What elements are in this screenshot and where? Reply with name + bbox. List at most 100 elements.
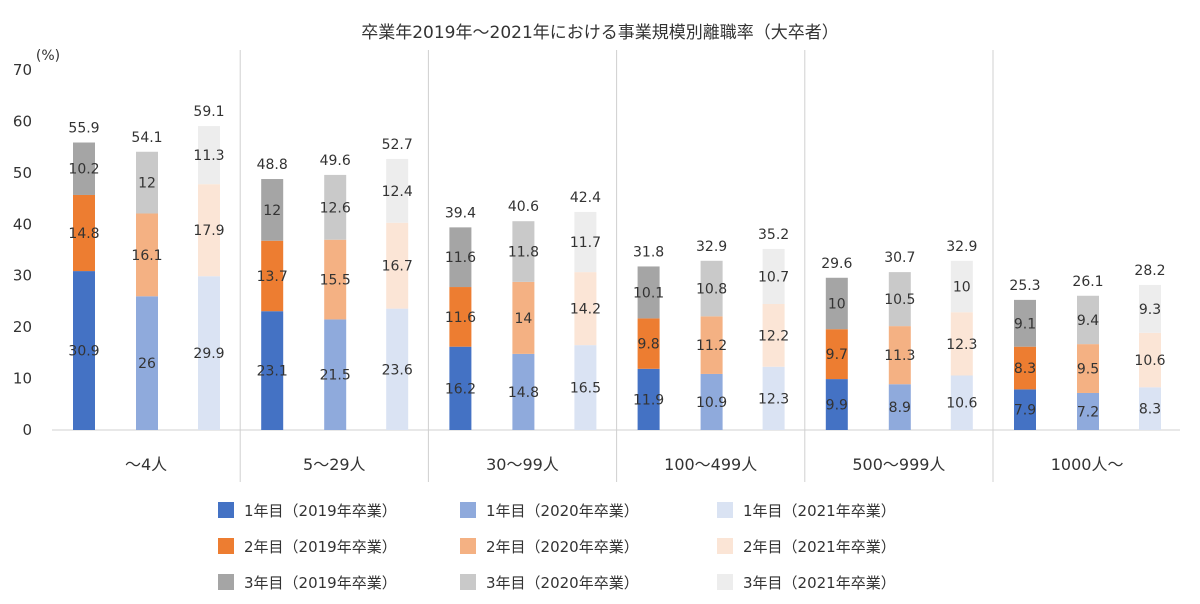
bar-segment — [198, 184, 220, 277]
data-label: 9.8 — [637, 337, 659, 353]
data-label: 14.8 — [508, 385, 539, 401]
data-label: 7.2 — [1077, 404, 1099, 420]
data-label: 11.3 — [884, 348, 915, 364]
data-label: 12.2 — [758, 328, 789, 344]
legend-swatch — [218, 538, 234, 554]
data-label: 9.3 — [1139, 302, 1161, 318]
bar-segment — [950, 312, 973, 376]
bar-segment — [261, 179, 284, 241]
data-label: 11.8 — [508, 245, 539, 261]
data-label: 14.2 — [570, 302, 601, 318]
data-label: 23.1 — [257, 364, 288, 380]
category-label: 1000人～ — [1051, 455, 1124, 474]
data-label: 17.9 — [193, 223, 224, 239]
bar-segment — [574, 211, 597, 273]
bar-segment — [324, 319, 347, 430]
total-label: 59.1 — [193, 104, 224, 120]
bar-segment — [1014, 389, 1036, 430]
data-label: 23.6 — [382, 362, 413, 378]
data-label: 12.3 — [946, 337, 977, 353]
bar-segment — [1077, 392, 1099, 430]
bar-segment — [950, 260, 973, 313]
data-label: 9.4 — [1077, 313, 1099, 329]
data-label: 9.5 — [1077, 362, 1099, 378]
data-label: 8.3 — [1139, 402, 1161, 418]
data-label: 16.1 — [131, 248, 162, 264]
y-tick-label: 40 — [13, 215, 32, 233]
data-label: 14.8 — [68, 226, 99, 242]
legend-swatch — [460, 538, 476, 554]
bar-segment — [637, 318, 660, 369]
total-label: 52.7 — [382, 137, 413, 153]
data-label: 12 — [263, 203, 281, 219]
data-label: 12.4 — [382, 184, 413, 200]
bar-segment — [261, 311, 284, 430]
legend-swatch — [218, 574, 234, 590]
total-label: 25.3 — [1009, 278, 1040, 294]
data-label: 15.5 — [320, 273, 351, 289]
y-tick-label: 60 — [13, 112, 32, 130]
data-label: 29.9 — [193, 346, 224, 362]
bar-segment — [762, 304, 785, 367]
total-label: 30.7 — [884, 250, 915, 266]
bar-segment — [825, 379, 848, 430]
bar-segment — [1077, 344, 1099, 393]
data-label: 9.1 — [1014, 316, 1036, 332]
total-label: 55.9 — [68, 121, 99, 137]
bar-segment — [1014, 346, 1036, 390]
category-label: 30～99人 — [486, 455, 559, 474]
bar-segment — [198, 126, 220, 185]
bar-segment — [449, 227, 472, 288]
data-label: 16.5 — [570, 381, 601, 397]
data-label: 10 — [953, 280, 971, 296]
bar-segment — [73, 142, 95, 195]
total-label: 32.9 — [946, 239, 977, 255]
bar-segment — [198, 276, 220, 430]
data-label: 14 — [514, 311, 532, 327]
data-label: 13.7 — [257, 269, 288, 285]
bar-segment — [1077, 295, 1099, 345]
legend-label: 2年目（2020年卒業） — [486, 538, 639, 556]
total-label: 26.1 — [1072, 274, 1103, 290]
y-tick-label: 30 — [13, 267, 32, 285]
bar-segment — [449, 287, 472, 347]
bar-segment — [386, 308, 409, 430]
total-label: 54.1 — [131, 130, 162, 146]
bar-segment — [1139, 284, 1161, 333]
bar-segment — [950, 375, 973, 430]
bar-segment — [888, 272, 911, 327]
data-label: 21.5 — [320, 368, 351, 384]
total-label: 42.4 — [570, 190, 601, 206]
bar-segment — [888, 326, 911, 385]
chart-title: 卒業年2019年～2021年における事業規模別離職率（大卒者） — [361, 23, 839, 43]
bar-segment — [73, 271, 95, 430]
y-tick-label: 50 — [13, 164, 32, 182]
data-label: 10.5 — [884, 292, 915, 308]
bar-segment — [700, 373, 723, 430]
data-label: 11.6 — [445, 250, 476, 266]
data-label: 10.9 — [696, 395, 727, 411]
y-tick-label: 20 — [13, 318, 32, 336]
data-label: 10.6 — [1134, 353, 1165, 369]
legend-swatch — [717, 502, 733, 518]
bar-segment — [324, 239, 347, 320]
bar-segment — [637, 368, 660, 430]
total-label: 32.9 — [696, 239, 727, 255]
legend-swatch — [460, 502, 476, 518]
bar-segment — [512, 281, 535, 354]
data-label: 10.1 — [633, 285, 664, 301]
bar-segment — [1014, 299, 1036, 347]
legend-swatch — [460, 574, 476, 590]
data-label: 10.2 — [68, 162, 99, 178]
bar-segment — [136, 296, 158, 430]
data-label: 8.9 — [889, 400, 911, 416]
legend-swatch — [717, 574, 733, 590]
bar-segment — [136, 213, 158, 297]
data-label: 16.7 — [382, 259, 413, 275]
legend-label: 3年目（2019年卒業） — [244, 574, 397, 592]
category-label: ～4人 — [125, 455, 167, 474]
y-tick-label: 10 — [13, 370, 32, 388]
bar-segment — [700, 316, 723, 374]
data-label: 11.7 — [570, 235, 601, 251]
data-label: 8.3 — [1014, 361, 1036, 377]
